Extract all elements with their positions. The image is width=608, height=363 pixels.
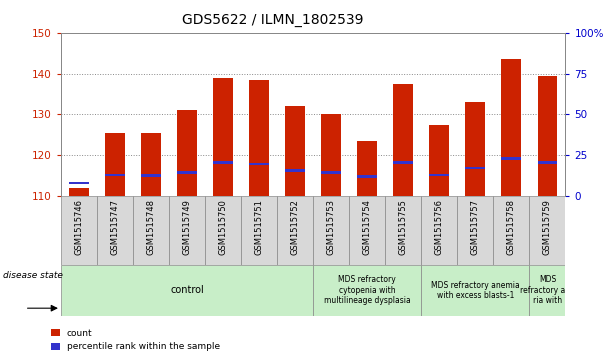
Bar xyxy=(105,174,125,176)
Bar xyxy=(249,79,269,196)
Text: GSM1515758: GSM1515758 xyxy=(507,200,516,256)
Bar xyxy=(177,171,197,174)
Text: disease state: disease state xyxy=(3,272,63,280)
FancyBboxPatch shape xyxy=(313,265,421,316)
FancyBboxPatch shape xyxy=(349,196,385,265)
Bar xyxy=(358,175,377,178)
Bar xyxy=(213,78,233,196)
FancyBboxPatch shape xyxy=(205,196,241,265)
Bar xyxy=(213,161,233,164)
Bar xyxy=(177,110,197,196)
FancyBboxPatch shape xyxy=(457,196,493,265)
Text: GSM1515749: GSM1515749 xyxy=(182,200,192,255)
Bar xyxy=(502,59,521,196)
Text: GSM1515750: GSM1515750 xyxy=(218,200,227,255)
Text: GSM1515751: GSM1515751 xyxy=(255,200,263,255)
Text: GSM1515748: GSM1515748 xyxy=(147,200,156,256)
Bar xyxy=(249,163,269,166)
Text: MDS
refractory ane
ria with: MDS refractory ane ria with xyxy=(520,276,575,305)
FancyBboxPatch shape xyxy=(97,196,133,265)
FancyBboxPatch shape xyxy=(133,196,169,265)
Bar xyxy=(141,174,161,177)
Text: GSM1515746: GSM1515746 xyxy=(74,200,83,256)
Bar xyxy=(429,174,449,176)
Bar xyxy=(69,188,89,196)
Bar xyxy=(537,161,558,164)
Legend: count, percentile rank within the sample: count, percentile rank within the sample xyxy=(47,325,224,355)
Bar xyxy=(321,171,341,174)
Text: MDS refractory
cytopenia with
multilineage dysplasia: MDS refractory cytopenia with multilinea… xyxy=(324,276,410,305)
FancyBboxPatch shape xyxy=(277,196,313,265)
Text: MDS refractory anemia
with excess blasts-1: MDS refractory anemia with excess blasts… xyxy=(431,281,520,300)
Bar xyxy=(358,141,377,196)
Bar xyxy=(285,170,305,172)
FancyBboxPatch shape xyxy=(421,265,530,316)
FancyBboxPatch shape xyxy=(313,196,349,265)
Text: GSM1515757: GSM1515757 xyxy=(471,200,480,256)
Bar xyxy=(502,157,521,160)
Text: GSM1515756: GSM1515756 xyxy=(435,200,444,256)
FancyBboxPatch shape xyxy=(493,196,530,265)
Title: GDS5622 / ILMN_1802539: GDS5622 / ILMN_1802539 xyxy=(182,13,364,27)
Bar xyxy=(465,167,485,170)
Text: GSM1515759: GSM1515759 xyxy=(543,200,552,255)
FancyBboxPatch shape xyxy=(530,265,565,316)
Text: control: control xyxy=(170,285,204,295)
Bar xyxy=(69,182,89,184)
Text: GSM1515747: GSM1515747 xyxy=(111,200,119,256)
Bar xyxy=(537,76,558,196)
FancyBboxPatch shape xyxy=(421,196,457,265)
Text: GSM1515752: GSM1515752 xyxy=(291,200,300,255)
Text: GSM1515753: GSM1515753 xyxy=(326,200,336,256)
FancyBboxPatch shape xyxy=(385,196,421,265)
Bar xyxy=(393,161,413,164)
Bar xyxy=(393,84,413,196)
Bar xyxy=(141,133,161,196)
FancyBboxPatch shape xyxy=(169,196,205,265)
Text: GSM1515754: GSM1515754 xyxy=(363,200,371,255)
Bar xyxy=(429,125,449,196)
FancyBboxPatch shape xyxy=(61,196,97,265)
Text: GSM1515755: GSM1515755 xyxy=(399,200,408,255)
Bar xyxy=(321,114,341,196)
Bar xyxy=(105,133,125,196)
FancyBboxPatch shape xyxy=(241,196,277,265)
FancyBboxPatch shape xyxy=(530,196,565,265)
Bar xyxy=(285,106,305,196)
Bar xyxy=(465,102,485,196)
FancyBboxPatch shape xyxy=(61,265,313,316)
